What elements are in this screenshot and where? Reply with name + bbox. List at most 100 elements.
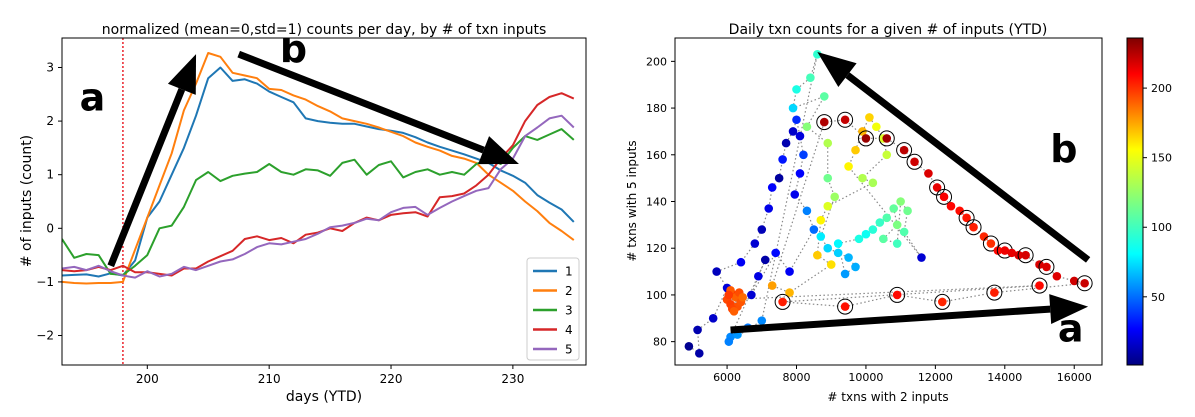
scatter-point [785, 267, 794, 276]
scatter-point [868, 225, 878, 234]
highlight-ring [936, 188, 953, 205]
highlight-ring [1038, 258, 1055, 275]
scatter-point [882, 213, 892, 223]
legend-label-4: 4 [565, 323, 573, 337]
highlight-ring [1076, 275, 1093, 292]
right-annotation-b: b [1050, 127, 1077, 171]
scatter-point [955, 206, 964, 216]
left-x-axis-label: days (YTD) [286, 389, 362, 405]
left-annotation-a: a [80, 75, 106, 119]
scatter-point [799, 150, 808, 160]
scatter-point [729, 306, 739, 316]
highlight-ring [1031, 277, 1048, 294]
colorbar-tick-label: 100 [1151, 221, 1172, 234]
scatter-point [861, 134, 871, 143]
legend-label-2: 2 [565, 284, 573, 298]
highlight-ring [878, 130, 895, 147]
colorbar-tick-label: 150 [1151, 152, 1172, 165]
scatter-point [979, 232, 989, 241]
right-y-tick-label: 200 [646, 55, 667, 68]
scatter-point [790, 190, 800, 199]
scatter-point [833, 239, 843, 248]
scatter-point [747, 290, 756, 300]
left-arrow-a [107, 54, 197, 268]
scatter-point [757, 316, 767, 325]
scatter-point [939, 192, 949, 202]
right-y-tick-label: 80 [653, 336, 667, 349]
scatter-point [802, 206, 812, 216]
left-axis-ticks: 200 210 220 230 −2 −1 0 1 2 3 [36, 60, 524, 386]
scatter-point [788, 127, 798, 136]
scatter-point [892, 239, 902, 248]
scatter-point [816, 215, 826, 225]
scatter-point [993, 246, 1003, 255]
scatter-point [774, 173, 784, 183]
left-axes-frame [61, 37, 587, 366]
scatter-point [819, 117, 829, 127]
scatter-point [899, 145, 909, 155]
scatter-point [823, 201, 833, 211]
scatter-point [868, 178, 878, 188]
left-y-tick-label: −1 [36, 275, 54, 289]
right-y-tick-label: 140 [646, 196, 667, 209]
scatter-point [785, 288, 794, 297]
scatter-point [724, 337, 734, 346]
scatter-point [917, 253, 926, 262]
scatter-point [969, 222, 978, 232]
highlight-ring [982, 235, 999, 252]
scatter-point [892, 290, 902, 300]
scatter-point [1021, 250, 1030, 260]
scatter-point [946, 201, 956, 211]
right-x-tick-label: 10000 [848, 371, 883, 384]
scatter-point [851, 145, 860, 155]
scatter-point [757, 225, 767, 234]
scatter-point [788, 103, 798, 113]
scatter-point [1080, 278, 1089, 288]
legend-label-1: 1 [565, 265, 573, 279]
scatter-point [764, 204, 774, 213]
right-annotation-a: a [1058, 307, 1084, 351]
legend-label-3: 3 [565, 304, 573, 318]
highlight-ring [986, 284, 1003, 301]
scatter-point [851, 262, 860, 272]
scatter-point [882, 134, 892, 143]
scatter-point [938, 297, 947, 307]
scatter-point [892, 220, 902, 230]
right-y-tick-label: 180 [646, 102, 667, 115]
colorbar-tick-label: 50 [1151, 291, 1165, 304]
right-y-axis-label: # txns with 5 inputs [625, 140, 639, 261]
scatter-point [813, 250, 822, 260]
right-y-tick-label: 120 [646, 242, 667, 255]
scatter-point [1042, 262, 1051, 272]
scatter-point [767, 281, 777, 290]
right-arrow-b [817, 52, 1091, 263]
scatter-point [736, 257, 746, 267]
left-arrow-a-shaft [107, 88, 186, 268]
scatter-point [778, 155, 787, 164]
scatter-point [854, 234, 864, 244]
highlight-ring [965, 219, 982, 236]
scatter-point [878, 234, 888, 244]
left-y-tick-label: 2 [46, 114, 54, 128]
scatter-point [1052, 271, 1062, 281]
scatter-point [760, 255, 770, 265]
scatter-point [754, 271, 763, 281]
scatter-point [844, 253, 853, 262]
scatter-point [795, 169, 805, 178]
scatter-point [1000, 246, 1010, 255]
left-x-tick-label: 210 [258, 372, 281, 386]
scatter-point [792, 85, 801, 94]
scatter-point [882, 150, 892, 160]
scatter-point [858, 173, 867, 183]
scatter-point [684, 342, 694, 351]
highlight-ring [934, 293, 951, 310]
right-arrow-a-shaft [730, 305, 1051, 334]
scatter-point [813, 50, 822, 59]
scatter-point [844, 162, 853, 171]
highlight-ring [774, 293, 791, 310]
left-y-tick-label: 0 [46, 221, 54, 235]
left-arrow-b [237, 50, 519, 165]
right-arrow-b-head [817, 52, 857, 88]
scatter-point [833, 248, 843, 258]
scatter-point [778, 297, 787, 307]
